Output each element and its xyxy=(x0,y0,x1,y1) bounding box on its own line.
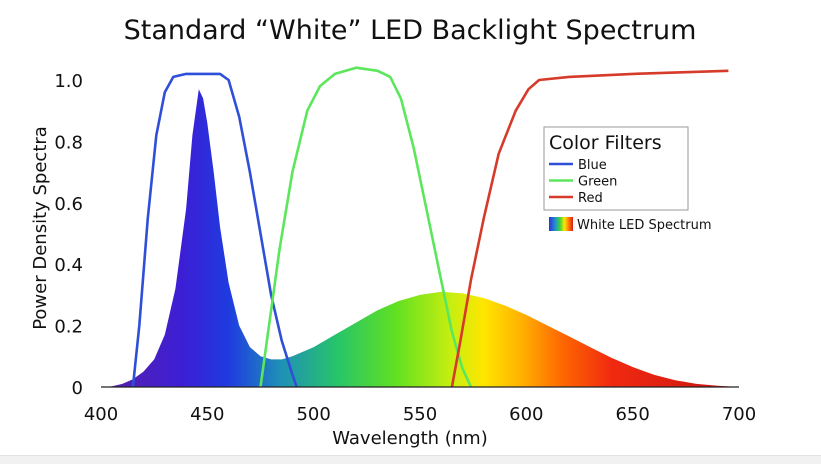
filter-line-red xyxy=(450,69,729,388)
y-tick-label: 0.8 xyxy=(54,132,83,153)
legend-title: Color Filters xyxy=(549,132,662,154)
x-tick-labels: 400 450 500 550 600 650 700 xyxy=(84,404,756,425)
x-tick-label: 700 xyxy=(722,404,756,425)
y-tick-label: 1.0 xyxy=(54,71,83,92)
y-tick-label: 0 xyxy=(72,378,83,399)
x-tick-label: 600 xyxy=(509,404,543,425)
y-axis-label: Power Density Spectra xyxy=(30,126,51,330)
legend-label-green: Green xyxy=(578,175,617,190)
legend-label-red: Red xyxy=(578,191,603,206)
legend-label-blue: Blue xyxy=(578,158,607,173)
chart-title: Standard “White” LED Backlight Spectrum xyxy=(124,15,697,46)
legend-spectrum-label: White LED Spectrum xyxy=(577,218,712,233)
y-tick-label: 0.4 xyxy=(54,255,83,276)
spectrum-area xyxy=(101,89,739,387)
x-tick-label: 450 xyxy=(190,404,224,425)
series-layer xyxy=(101,66,739,388)
legend-spectrum-swatch xyxy=(549,217,573,231)
window-bottom-edge xyxy=(0,455,821,464)
x-tick-label: 650 xyxy=(615,404,649,425)
x-axis-label: Wavelength (nm) xyxy=(332,428,488,449)
x-tick-label: 400 xyxy=(84,404,118,425)
y-tick-label: 0.2 xyxy=(54,317,83,338)
y-tick-label: 0.6 xyxy=(54,194,83,215)
plot-area xyxy=(101,66,739,388)
filter-line-blue xyxy=(131,72,298,388)
y-tick-labels: 0 0.2 0.4 0.6 0.8 1.0 xyxy=(54,71,83,399)
filter-line-green xyxy=(259,66,473,388)
x-tick-label: 500 xyxy=(296,404,330,425)
x-tick-label: 550 xyxy=(403,404,437,425)
